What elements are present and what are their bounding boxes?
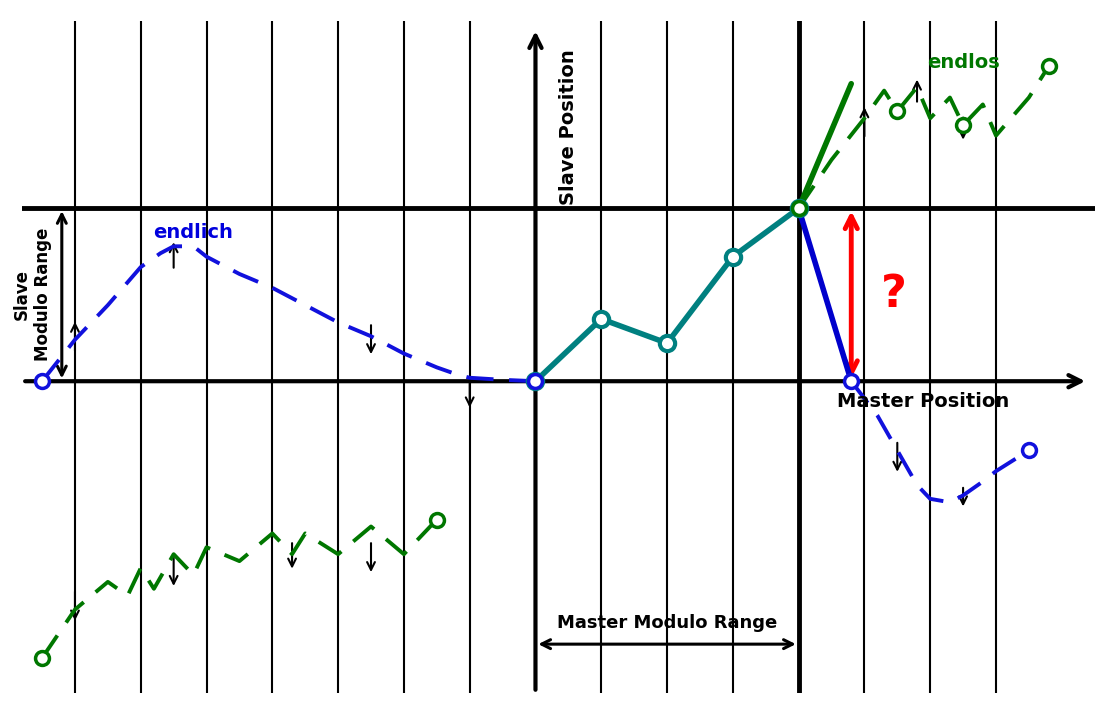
- Text: Master Position: Master Position: [837, 391, 1009, 411]
- Text: Master Modulo Range: Master Modulo Range: [557, 614, 777, 633]
- Text: ?: ?: [881, 273, 907, 316]
- Text: endlos: endlos: [927, 54, 1000, 72]
- Text: Slave
Modulo Range: Slave Modulo Range: [12, 228, 51, 361]
- Text: endlich: endlich: [153, 223, 233, 242]
- Text: Slave Position: Slave Position: [558, 49, 577, 205]
